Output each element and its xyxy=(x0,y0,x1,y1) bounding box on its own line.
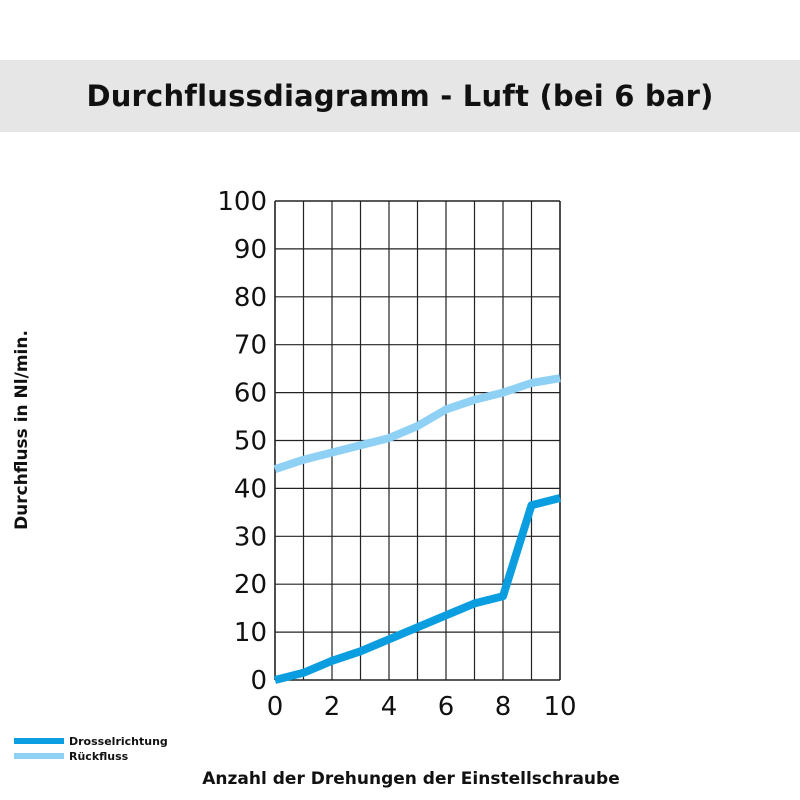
x-tick-label: 10 xyxy=(543,692,576,722)
legend-swatch-rueckfluss xyxy=(14,753,64,759)
x-tick-label: 2 xyxy=(324,692,341,722)
y-tick-label: 90 xyxy=(234,235,267,265)
y-tick-label: 50 xyxy=(234,427,267,457)
chart-title: Durchflussdiagramm - Luft (bei 6 bar) xyxy=(86,79,714,113)
y-tick-label: 20 xyxy=(234,570,267,600)
y-tick-label: 10 xyxy=(234,618,267,648)
x-tick-label: 0 xyxy=(267,692,284,722)
legend: Drosselrichtung Rückfluss xyxy=(14,734,168,764)
y-tick-label: 0 xyxy=(250,666,267,696)
x-tick-label: 4 xyxy=(381,692,398,722)
y-tick-label: 100 xyxy=(217,187,267,217)
legend-label-rueckfluss: Rückfluss xyxy=(69,749,129,763)
y-tick-label: 60 xyxy=(234,379,267,409)
legend-label-drosselrichtung: Drosselrichtung xyxy=(69,734,168,748)
series-line-drosselrichtung xyxy=(274,494,561,684)
x-tick-label: 8 xyxy=(495,692,512,722)
x-tick-label: 6 xyxy=(438,692,455,722)
legend-item-rueckfluss: Rückfluss xyxy=(14,749,168,763)
title-band: Durchflussdiagramm - Luft (bei 6 bar) xyxy=(0,60,800,132)
y-tick-label: 40 xyxy=(234,474,267,504)
legend-swatch-drosselrichtung xyxy=(14,738,64,744)
y-axis-label: Durchfluss in Nl/min. xyxy=(12,330,32,530)
y-tick-label: 30 xyxy=(234,522,267,552)
x-axis-label: Anzahl der Drehungen der Einstellschraub… xyxy=(202,769,620,789)
y-tick-label: 70 xyxy=(234,331,267,361)
series-line-r-ckfluss xyxy=(273,374,561,473)
y-tick-label: 80 xyxy=(234,283,267,313)
legend-item-drosselrichtung: Drosselrichtung xyxy=(14,734,168,748)
